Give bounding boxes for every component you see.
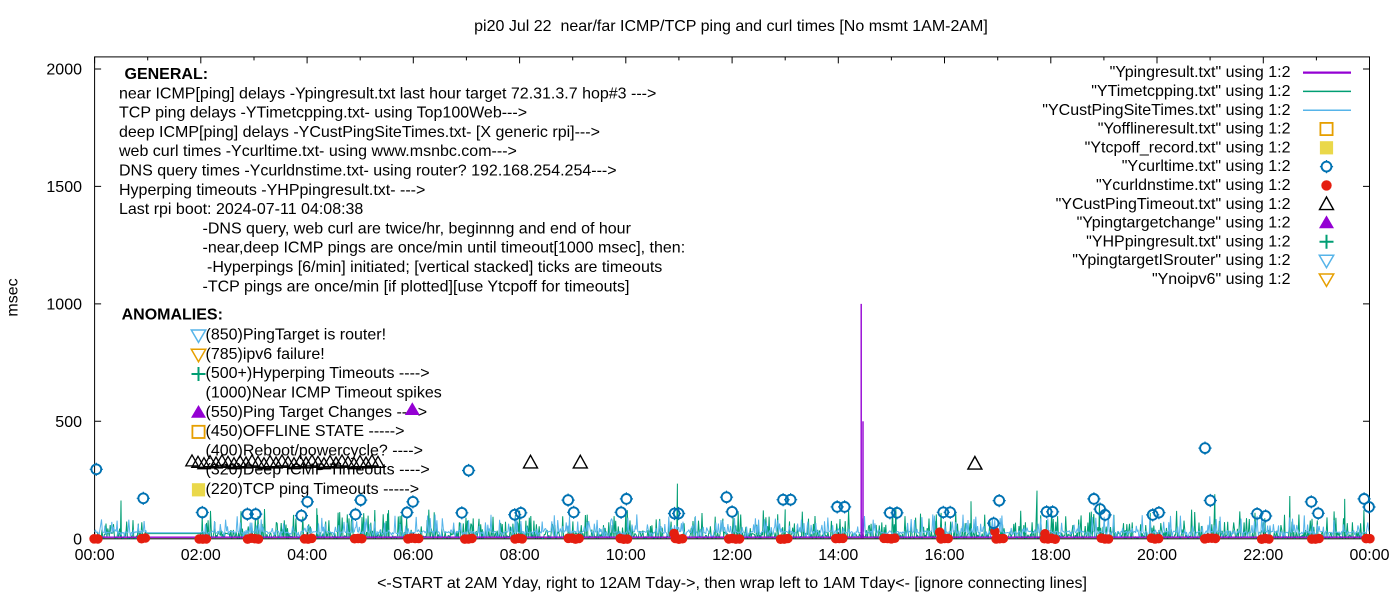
svg-text:-near,deep ICMP pings are once: -near,deep ICMP pings are once/min until… — [203, 240, 686, 257]
svg-text:DNS query times -Ycurldnstime.: DNS query times -Ycurldnstime.txt- using… — [119, 163, 617, 180]
svg-text:-Hyperpings [6/min] initiated;: -Hyperpings [6/min] initiated; [vertical… — [207, 259, 662, 276]
svg-text:TCP ping delays -YTimetcpping.: TCP ping delays -YTimetcpping.txt- using… — [119, 105, 527, 122]
svg-text:20:00: 20:00 — [1137, 547, 1177, 564]
svg-text:(220)TCP ping Timeouts ----->: (220)TCP ping Timeouts -----> — [206, 481, 420, 498]
svg-text:<-START at 2AM Yday, right to: <-START at 2AM Yday, right to 12AM Tday-… — [377, 575, 1087, 592]
svg-text:"Ypingresult.txt" using 1:2: "Ypingresult.txt" using 1:2 — [1110, 64, 1291, 81]
svg-text:"Yofflineresult.txt" using 1:2: "Yofflineresult.txt" using 1:2 — [1098, 121, 1291, 138]
svg-text:web curl times -Ycurltime.txt-: web curl times -Ycurltime.txt- using www… — [118, 143, 517, 160]
svg-text:(1000)Near ICMP Timeout spikes: (1000)Near ICMP Timeout spikes — [206, 385, 442, 402]
svg-text:14:00: 14:00 — [818, 547, 858, 564]
svg-text:(785)ipv6 failure!: (785)ipv6 failure! — [206, 346, 325, 363]
svg-text:08:00: 08:00 — [500, 547, 540, 564]
svg-text:22:00: 22:00 — [1243, 547, 1283, 564]
svg-text:Hyperping timeouts -YHPpingres: Hyperping timeouts -YHPpingresult.txt- -… — [119, 182, 425, 199]
svg-text:"YTimetcpping.txt" using 1:2: "YTimetcpping.txt" using 1:2 — [1091, 83, 1290, 100]
svg-text:02:00: 02:00 — [181, 547, 221, 564]
svg-text:00:00: 00:00 — [75, 547, 115, 564]
svg-text:10:00: 10:00 — [606, 547, 646, 564]
svg-text:16:00: 16:00 — [924, 547, 964, 564]
svg-text:"YHPpingresult.txt" using 1:2: "YHPpingresult.txt" using 1:2 — [1086, 233, 1290, 250]
svg-text:"YCustPingSiteTimes.txt" using: "YCustPingSiteTimes.txt" using 1:2 — [1042, 102, 1290, 119]
svg-text:-DNS query, web curl are twice: -DNS query, web curl are twice/hr, begin… — [203, 220, 632, 237]
svg-text:"YCustPingTimeout.txt" using 1: "YCustPingTimeout.txt" using 1:2 — [1056, 196, 1291, 213]
svg-text:"Ycurldnstime.txt" using 1:2: "Ycurldnstime.txt" using 1:2 — [1096, 177, 1291, 194]
svg-text:(850)PingTarget is router!: (850)PingTarget is router! — [206, 327, 387, 344]
svg-text:500: 500 — [55, 414, 82, 431]
svg-text:ANOMALIES:: ANOMALIES: — [122, 307, 223, 324]
svg-text:near ICMP[ping] delays -Ypingr: near ICMP[ping] delays -Ypingresult.txt … — [119, 85, 656, 102]
svg-text:"YpingtargetISrouter" using 1:: "YpingtargetISrouter" using 1:2 — [1072, 252, 1290, 269]
svg-text:2000: 2000 — [46, 62, 82, 79]
svg-text:12:00: 12:00 — [712, 547, 752, 564]
svg-text:00:00: 00:00 — [1349, 547, 1389, 564]
svg-text:"Ypingtargetchange" using 1:2: "Ypingtargetchange" using 1:2 — [1077, 215, 1291, 232]
svg-text:Last rpi boot: 2024-07-11 04:0: Last rpi boot: 2024-07-11 04:08:38 — [119, 201, 363, 218]
svg-text:04:00: 04:00 — [287, 547, 327, 564]
svg-text:06:00: 06:00 — [393, 547, 433, 564]
svg-text:deep ICMP[ping] delays -YCustP: deep ICMP[ping] delays -YCustPingSiteTim… — [119, 124, 600, 141]
svg-text:0: 0 — [73, 531, 82, 548]
svg-text:(550)Ping Target Changes ---->: (550)Ping Target Changes ----> — [206, 404, 428, 421]
svg-text:"Ytcpoff_record.txt" using 1:2: "Ytcpoff_record.txt" using 1:2 — [1085, 139, 1291, 156]
svg-text:1000: 1000 — [46, 296, 82, 313]
svg-text:"Ycurltime.txt" using 1:2: "Ycurltime.txt" using 1:2 — [1122, 158, 1291, 175]
svg-text:GENERAL:: GENERAL: — [125, 66, 209, 83]
svg-text:(450)OFFLINE STATE ----->: (450)OFFLINE STATE -----> — [206, 423, 405, 440]
svg-text:(400)Reboot/powercycle? ---->: (400)Reboot/powercycle? ----> — [206, 442, 423, 459]
svg-text:msec: msec — [5, 278, 22, 316]
svg-text:-TCP pings are once/min [if pl: -TCP pings are once/min [if plotted][use… — [203, 278, 630, 295]
svg-text:"Ynoipv6" using 1:2: "Ynoipv6" using 1:2 — [1152, 271, 1291, 288]
svg-text:(500+)Hyperping Timeouts ---->: (500+)Hyperping Timeouts ----> — [206, 365, 430, 382]
svg-text:1500: 1500 — [46, 179, 82, 196]
svg-text:pi20 Jul 22 near/far ICMP/TCP: pi20 Jul 22 near/far ICMP/TCP ping and c… — [474, 18, 988, 35]
svg-text:18:00: 18:00 — [1031, 547, 1071, 564]
